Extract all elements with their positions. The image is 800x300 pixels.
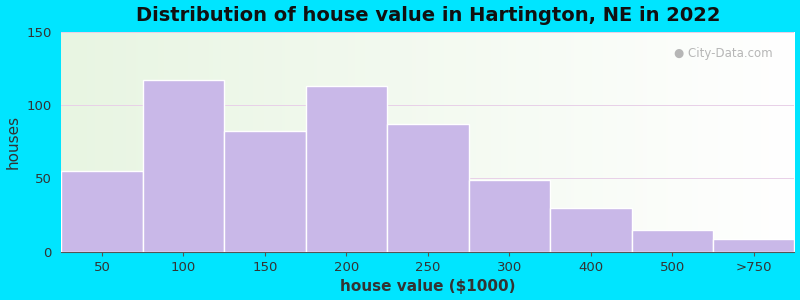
Bar — [550, 208, 631, 252]
Y-axis label: houses: houses — [6, 115, 21, 169]
Bar — [62, 171, 142, 252]
Bar — [306, 86, 387, 252]
Bar — [631, 230, 713, 252]
Bar — [713, 238, 794, 252]
Title: Distribution of house value in Hartington, NE in 2022: Distribution of house value in Hartingto… — [135, 6, 720, 25]
Text: ● City-Data.com: ● City-Data.com — [674, 47, 773, 60]
X-axis label: house value ($1000): house value ($1000) — [340, 279, 515, 294]
Bar — [224, 131, 306, 252]
Bar — [142, 80, 224, 252]
Bar — [387, 124, 469, 252]
Bar — [469, 180, 550, 252]
